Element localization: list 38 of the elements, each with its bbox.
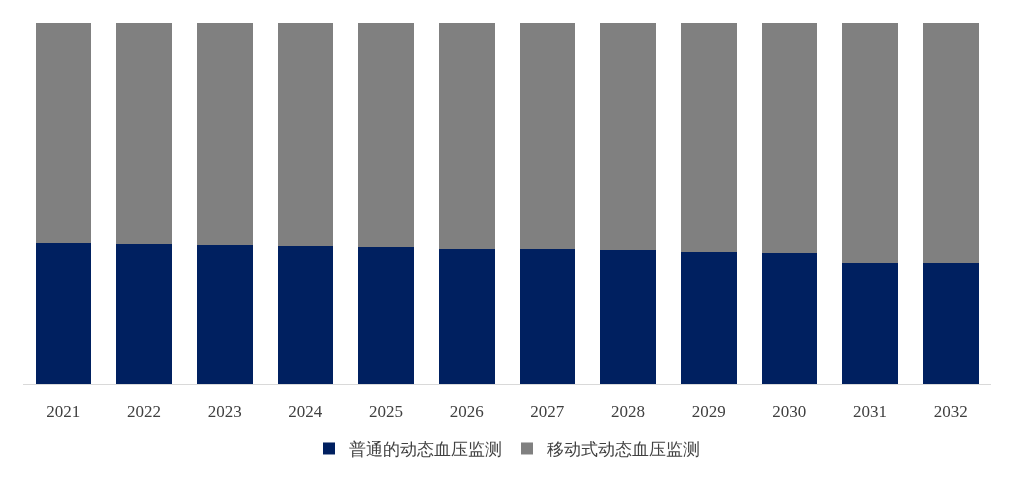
x-tick-label: 2021 [46,402,81,422]
bar [358,23,414,248]
legend-label: 普通的动态血压监测 [349,440,502,460]
x-tick-label: 2023 [207,402,242,422]
bar [519,248,576,384]
bar [116,23,172,245]
bar [277,23,334,247]
x-tick-label: 2032 [933,402,968,422]
x-tick-label: 2024 [288,402,323,422]
bar [519,23,576,249]
x-tick-label: 2026 [449,402,484,422]
x-tick-label: 2029 [691,402,726,422]
bar [196,23,253,246]
x-tick-label: 2031 [853,402,887,422]
bar [922,23,979,264]
bar [35,243,92,384]
x-tick-label: 2025 [369,402,403,422]
legend-label: 移动式动态血压监测 [547,440,700,460]
bar [600,23,656,251]
x-tick-label: 2022 [127,402,161,422]
bar [116,244,172,384]
bar [842,23,898,264]
bar [600,250,656,384]
bar [196,245,253,384]
bar [922,263,979,384]
bar [438,23,495,249]
x-tick-label: 2028 [611,402,645,422]
bar [438,248,495,384]
bar [680,252,737,384]
bar [761,252,818,384]
bar [680,23,737,253]
bar [277,246,334,384]
bar [761,23,818,253]
bar [358,247,414,384]
x-tick-label: 2027 [530,402,565,422]
bar [35,23,92,244]
x-tick-label: 2030 [772,402,807,422]
bar [842,263,898,384]
